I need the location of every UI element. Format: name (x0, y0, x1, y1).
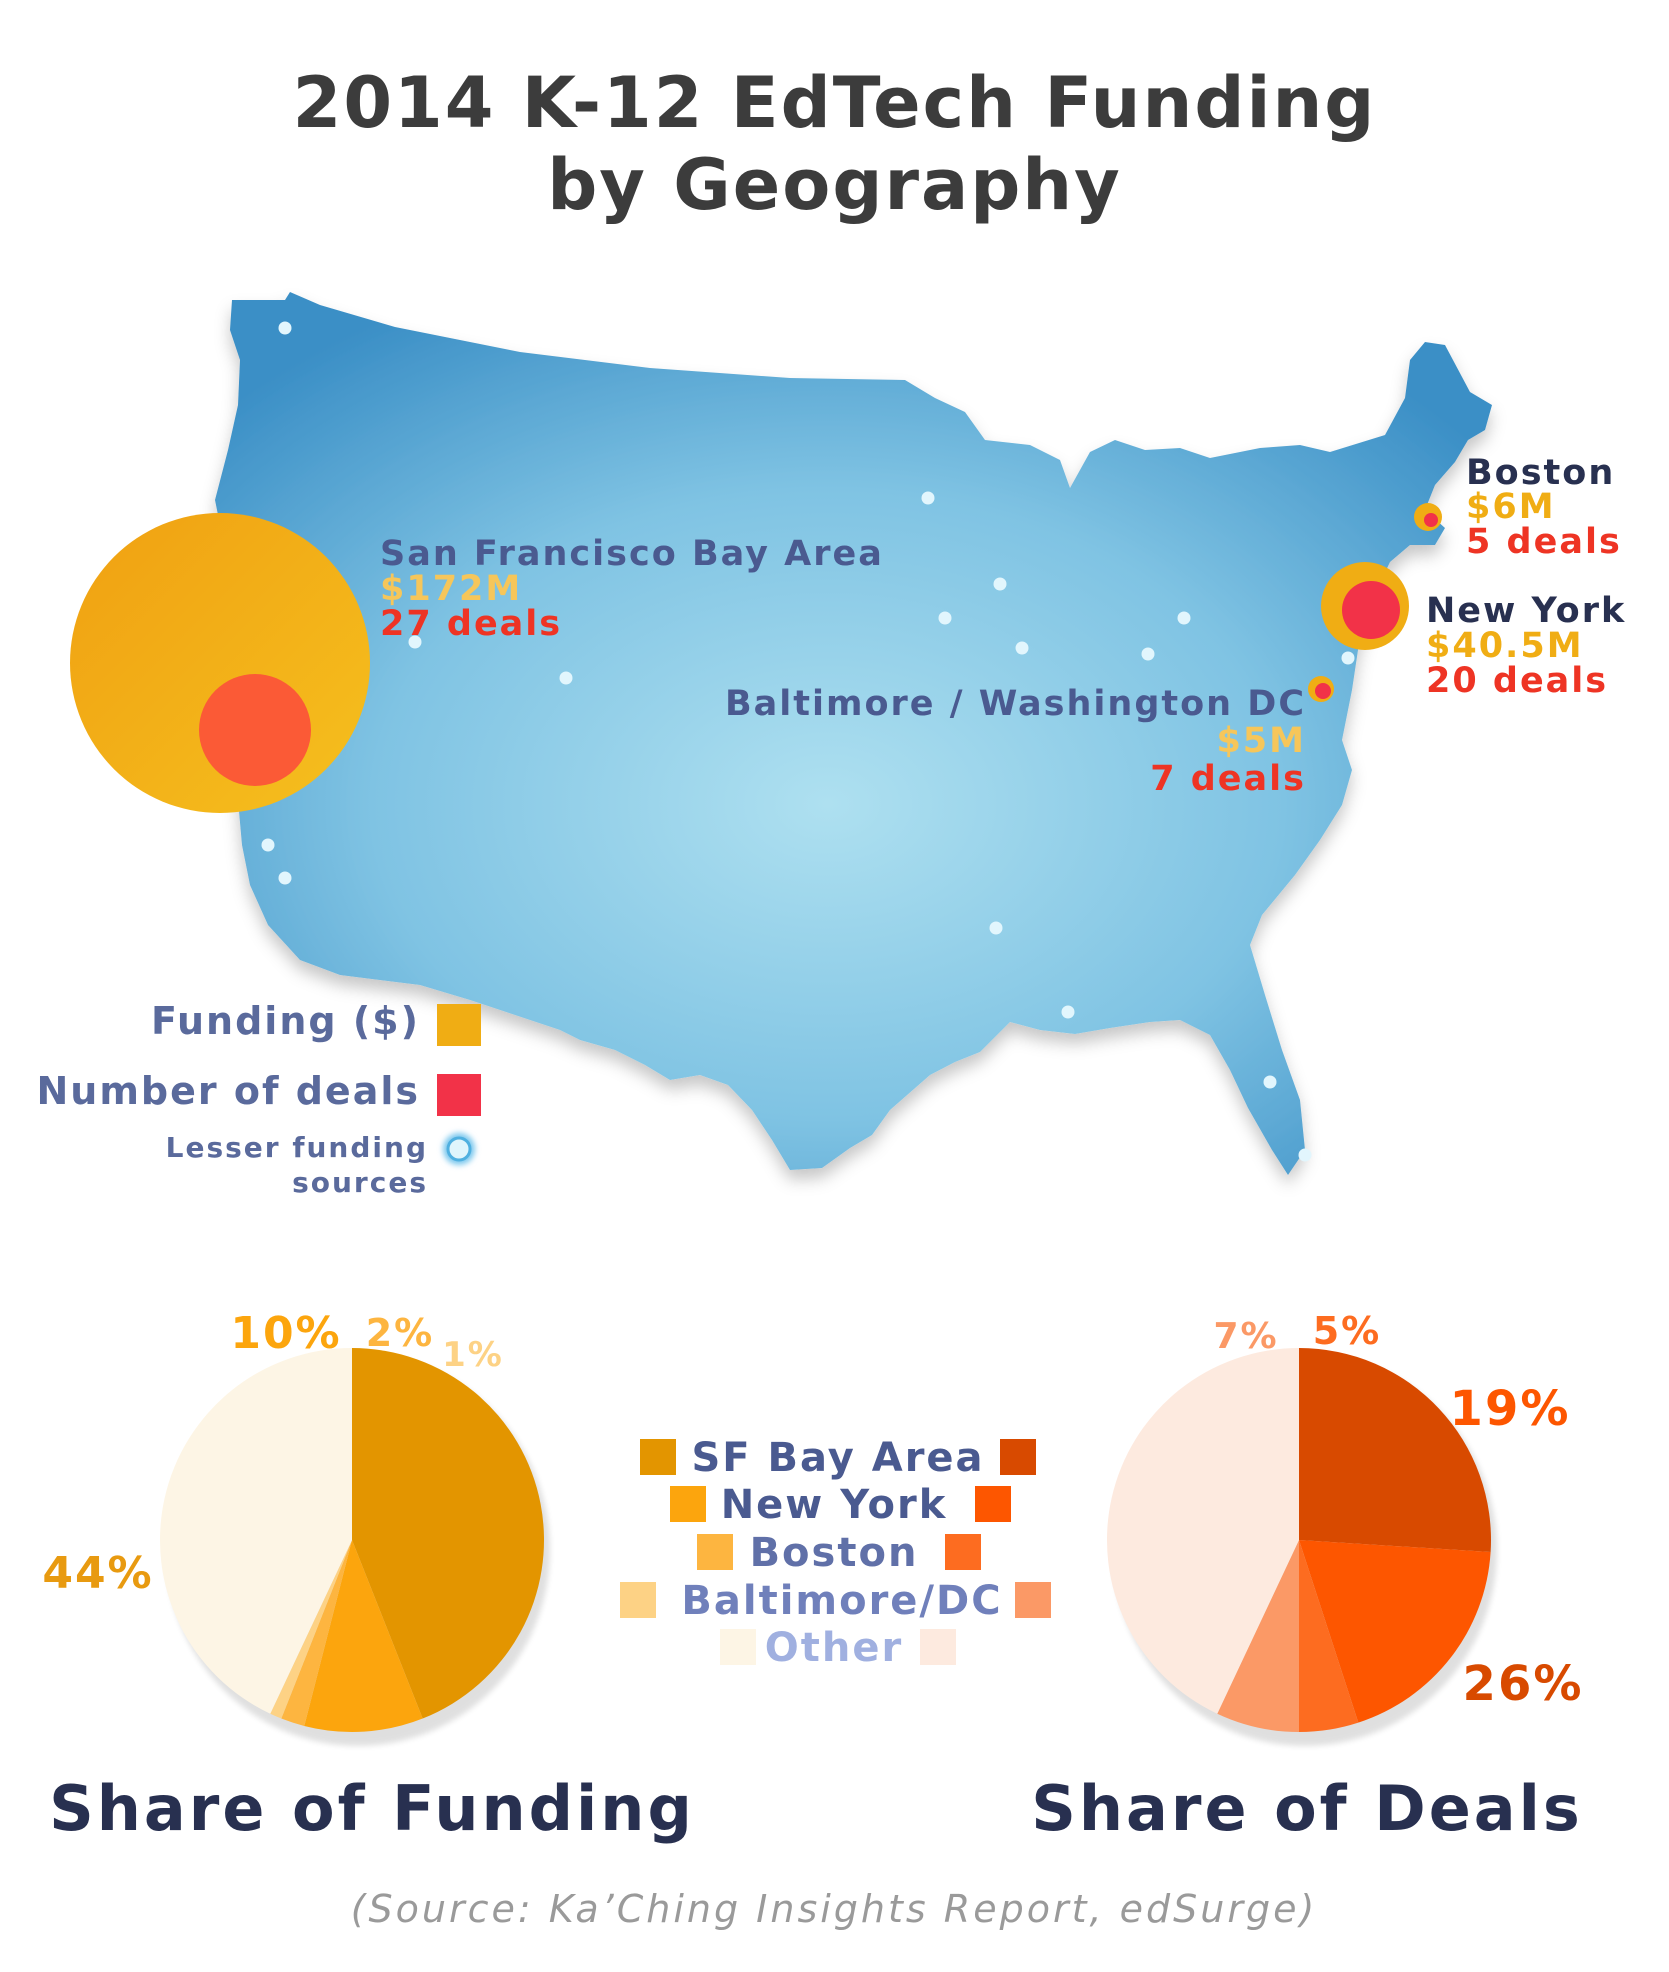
pie-legend-deals-swatch-3 (1015, 1582, 1051, 1618)
pie-label-0: 26% (1463, 1656, 1584, 1712)
ny-deals: 20 deals (1426, 661, 1608, 701)
pie-label-2: 5% (1313, 1309, 1382, 1353)
sf-deals: 27 deals (380, 604, 562, 644)
lesser-dot-7 (1141, 647, 1155, 661)
pie-slice-new-york (1299, 1540, 1491, 1723)
legend-funding-swatch (437, 1004, 481, 1046)
lesser-funding-dots (261, 321, 1355, 1162)
pie-label-3: 7% (1213, 1316, 1278, 1357)
lesser-dot-11 (278, 871, 292, 885)
funding-pie: 44% 10% 2% 1% (42, 1308, 550, 1746)
title-line-2: by Geography (547, 144, 1122, 226)
dc-deals-bubble (1315, 683, 1331, 699)
pie-legend-deals-swatch-0 (1000, 1439, 1036, 1475)
pie-legend-funding-swatch-0 (640, 1439, 676, 1475)
pie-slice-baltimore-dc (1217, 1540, 1299, 1733)
pie-legend-label-3: Baltimore/DC (681, 1578, 1002, 1624)
page-title: 2014 K-12 EdTech Funding by Geography (0, 62, 1669, 226)
pie-legend-funding-swatch-1 (670, 1486, 706, 1522)
deals-pie-title: Share of Deals (1031, 1772, 1583, 1845)
pie-label-0: 44% (42, 1548, 153, 1599)
pie-legend-label-1: New York (721, 1482, 948, 1528)
pie-legend-funding-swatch-3 (620, 1582, 656, 1618)
source-note: (Source: Ka’Ching Insights Report, edSur… (351, 1887, 1318, 1931)
boston-deals-bubble (1424, 513, 1438, 527)
pie-legend-deals-swatch-4 (920, 1629, 956, 1665)
pie-label-3: 1% (442, 1335, 504, 1375)
pie-label-1: 10% (230, 1308, 341, 1359)
lesser-dot-3 (921, 491, 935, 505)
boston-name: Boston (1466, 453, 1615, 493)
lesser-dot-12 (989, 921, 1003, 935)
dc-funding: $5M (1216, 721, 1306, 761)
pie-label-1: 19% (1450, 1381, 1571, 1437)
deals-pie: 26% 19% 5% 7% (1106, 1309, 1584, 1746)
pie-slice-new-york (304, 1540, 423, 1733)
boston-deals: 5 deals (1466, 522, 1622, 562)
pie-slice-boston (281, 1540, 352, 1726)
pie-legend-label-2: Boston (750, 1530, 919, 1576)
legend-deals-label: Number of deals (36, 1069, 420, 1113)
legend-lesser-label-1: Lesser funding (166, 1131, 428, 1164)
legend-lesser-label-2: sources (292, 1166, 428, 1199)
lesser-dot-14 (1263, 1075, 1277, 1089)
pie-slice-sf-bay-area (1299, 1348, 1491, 1553)
pie-slice-other (1106, 1347, 1299, 1714)
lesser-dot-0 (278, 321, 292, 335)
lesser-dot-4 (993, 577, 1007, 591)
legend-deals-swatch (437, 1074, 481, 1116)
lesser-dot-10 (261, 838, 275, 852)
lesser-dot-13 (1061, 1005, 1075, 1019)
pie-slice-other (159, 1347, 352, 1714)
lesser-dot-9 (1341, 651, 1355, 665)
sf-funding: $172M (380, 569, 522, 609)
sf-deals-bubble (199, 674, 311, 786)
ny-name: New York (1426, 591, 1626, 631)
pie-slice-boston (1299, 1540, 1359, 1732)
legend-lesser-dot (446, 1136, 472, 1162)
lesser-dot-2 (559, 671, 573, 685)
dc-name: Baltimore / Washington DC (725, 684, 1306, 724)
pie-slice-sf-bay-area (352, 1348, 545, 1719)
pie-legend-funding-swatch-4 (720, 1629, 756, 1665)
pie-legend-funding-swatch-2 (697, 1534, 733, 1570)
pie-legend-deals-swatch-1 (975, 1486, 1011, 1522)
pie-slice-baltimore-dc (270, 1540, 352, 1719)
sf-name: San Francisco Bay Area (380, 534, 884, 574)
funding-pie-title: Share of Funding (49, 1772, 695, 1845)
lesser-dot-5 (938, 611, 952, 625)
pie-legend-label-0: SF Bay Area (691, 1435, 984, 1481)
lesser-dot-6 (1015, 641, 1029, 655)
pie-legend-label-4: Other (765, 1625, 903, 1671)
pie-legend-deals-swatch-2 (945, 1534, 981, 1570)
lesser-dot-1 (408, 635, 422, 649)
title-line-1: 2014 K-12 EdTech Funding (292, 62, 1377, 144)
us-map (215, 292, 1492, 1175)
ny-deals-bubble (1342, 581, 1400, 639)
boston-funding: $6M (1466, 487, 1556, 527)
lesser-dot-15 (1298, 1148, 1312, 1162)
legend-funding-label: Funding ($) (151, 999, 420, 1043)
lesser-dot-8 (1177, 611, 1191, 625)
dc-deals: 7 deals (1150, 759, 1306, 799)
ny-funding: $40.5M (1426, 626, 1584, 666)
pie-label-2: 2% (366, 1311, 435, 1355)
